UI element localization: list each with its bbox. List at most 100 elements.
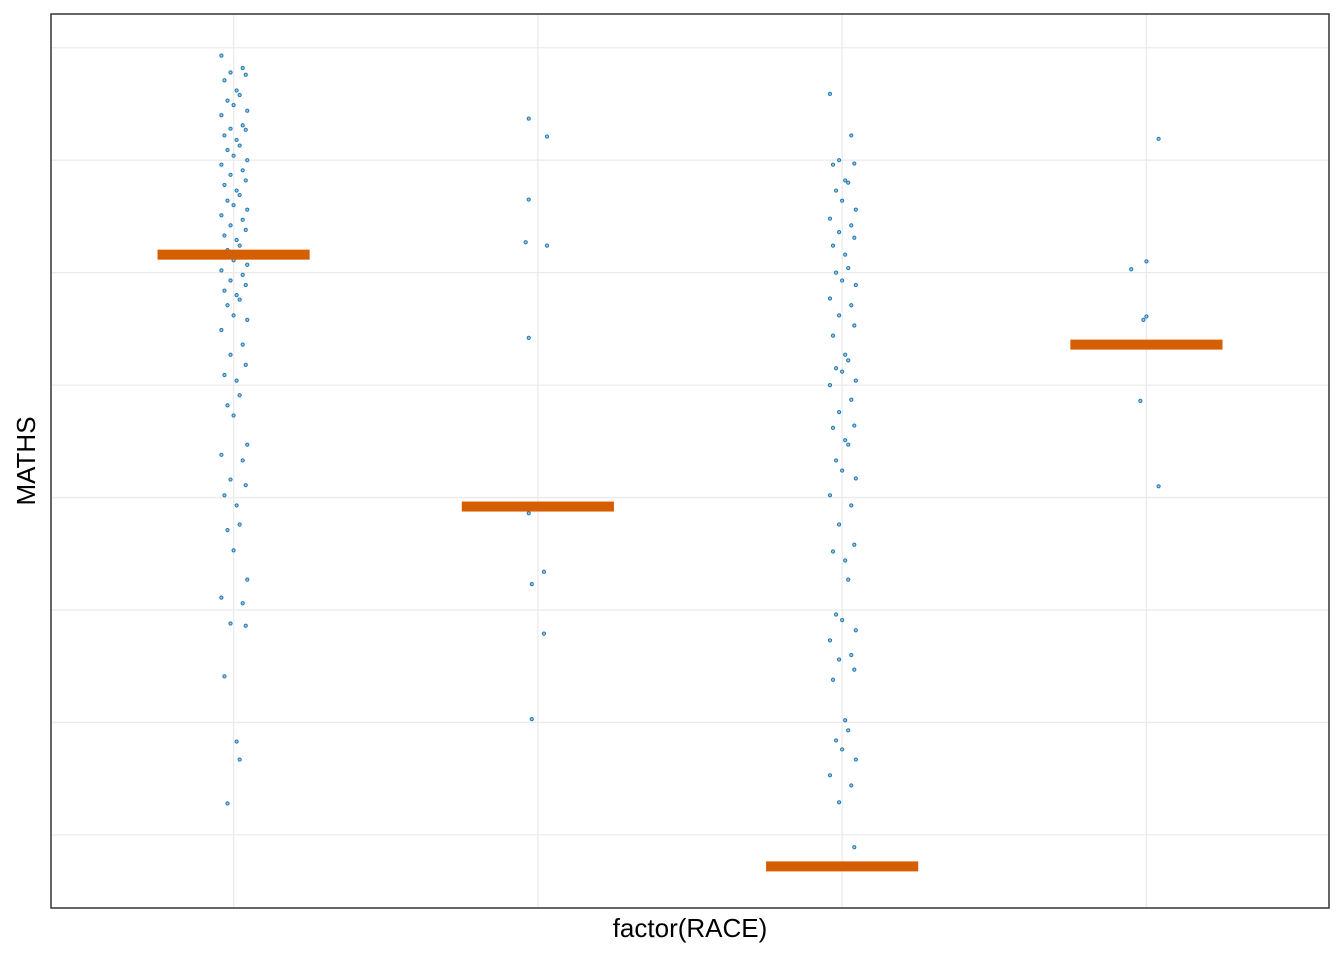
point	[231, 203, 236, 208]
point	[243, 127, 248, 132]
point	[234, 188, 239, 193]
point	[237, 92, 242, 98]
point	[833, 270, 839, 275]
point	[840, 369, 845, 374]
point	[853, 476, 858, 481]
point	[852, 161, 857, 166]
point	[544, 134, 550, 139]
point	[237, 143, 242, 148]
point	[234, 739, 239, 744]
point	[849, 397, 854, 402]
point	[1141, 317, 1146, 322]
point	[846, 577, 851, 582]
point	[526, 511, 531, 516]
point	[222, 372, 227, 378]
point	[234, 88, 239, 93]
point	[240, 342, 245, 347]
point	[833, 612, 839, 617]
point	[225, 198, 230, 203]
point	[1144, 314, 1149, 319]
point	[846, 266, 851, 271]
point	[852, 423, 857, 428]
point	[228, 352, 233, 357]
point	[228, 223, 233, 228]
point	[849, 503, 854, 508]
point	[846, 442, 851, 447]
x-axis-label: factor(RACE)	[613, 913, 768, 943]
point	[853, 628, 858, 633]
point	[843, 718, 848, 723]
point	[529, 716, 534, 722]
point	[234, 137, 239, 143]
point	[827, 773, 833, 778]
mean-bar	[1070, 339, 1223, 350]
point	[234, 237, 239, 243]
point	[853, 207, 858, 212]
point	[846, 358, 851, 363]
point	[827, 382, 833, 388]
point	[830, 162, 836, 167]
point	[222, 78, 227, 83]
point	[541, 631, 547, 636]
point	[245, 108, 250, 113]
point	[840, 747, 845, 752]
point	[843, 178, 848, 183]
point	[225, 801, 230, 806]
point	[219, 113, 224, 118]
point	[222, 182, 227, 188]
point	[228, 621, 233, 626]
point	[852, 235, 857, 240]
point	[240, 217, 245, 222]
point	[243, 227, 248, 233]
point	[219, 595, 224, 600]
mean-bar	[157, 249, 310, 260]
point	[243, 178, 248, 183]
point	[853, 757, 858, 762]
point	[833, 366, 839, 371]
point	[228, 278, 233, 283]
point	[219, 327, 224, 333]
point	[827, 91, 833, 96]
point	[840, 278, 845, 283]
point	[523, 240, 528, 245]
point	[245, 317, 250, 322]
mean-bar	[461, 501, 614, 512]
point	[219, 452, 224, 457]
point	[843, 352, 848, 357]
point	[225, 147, 230, 153]
point	[837, 657, 842, 662]
point	[1156, 484, 1161, 489]
point	[526, 335, 531, 340]
point	[243, 362, 248, 367]
point	[240, 458, 245, 463]
point	[225, 98, 230, 103]
point	[837, 313, 842, 318]
point	[231, 313, 236, 318]
point	[228, 70, 233, 75]
point	[840, 618, 845, 623]
point	[1156, 136, 1161, 141]
point	[245, 158, 250, 163]
point	[837, 800, 842, 805]
point	[852, 323, 857, 328]
point	[219, 162, 224, 167]
point	[837, 522, 842, 527]
point	[541, 569, 547, 574]
point	[240, 168, 245, 173]
point	[228, 172, 233, 177]
mean-bar	[766, 861, 919, 872]
point	[840, 198, 845, 203]
point	[827, 296, 833, 301]
point	[234, 293, 239, 298]
point	[849, 783, 854, 788]
point	[222, 288, 227, 293]
point	[830, 243, 836, 248]
point	[833, 188, 839, 193]
point	[837, 409, 842, 415]
point	[231, 413, 236, 418]
point	[240, 272, 245, 277]
point	[833, 738, 839, 743]
point	[225, 403, 230, 408]
point	[840, 468, 845, 473]
